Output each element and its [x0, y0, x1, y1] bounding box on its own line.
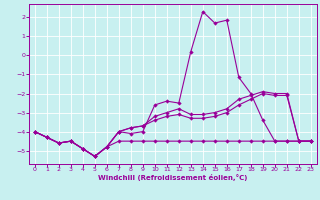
X-axis label: Windchill (Refroidissement éolien,°C): Windchill (Refroidissement éolien,°C)	[98, 174, 247, 181]
